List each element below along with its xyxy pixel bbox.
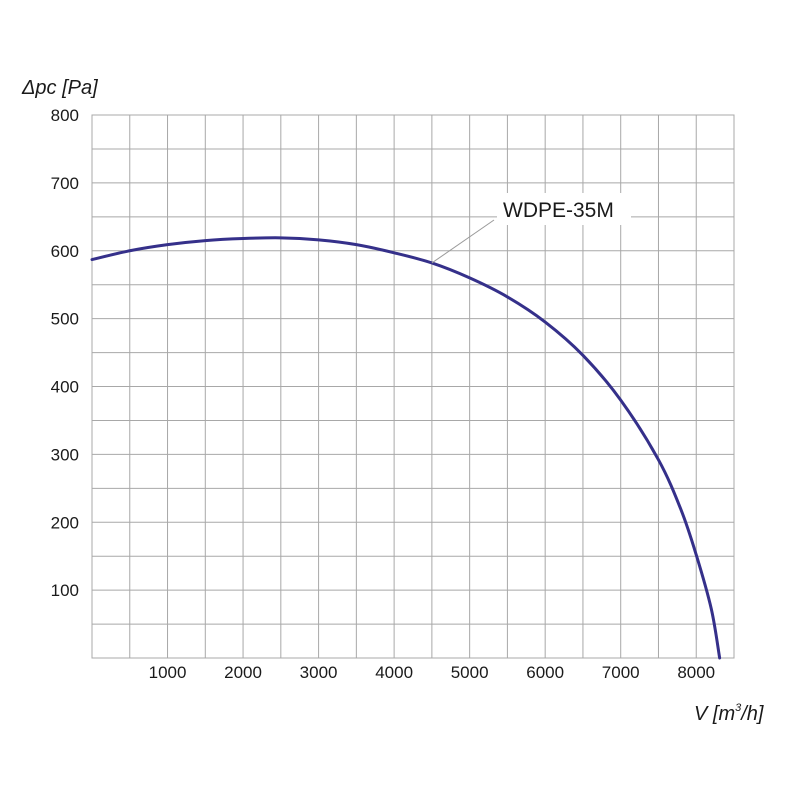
y-tick-label: 200	[51, 513, 79, 532]
y-tick-label: 700	[51, 174, 79, 193]
annotation-leader-line	[431, 219, 495, 264]
annotation-layer: WDPE-35M	[431, 193, 631, 264]
x-tick-label: 5000	[451, 663, 489, 682]
x-axis-label-sup: 3	[735, 702, 742, 714]
x-tick-label: 8000	[677, 663, 715, 682]
y-tick-label: 400	[51, 378, 79, 397]
x-tick-label: 1000	[149, 663, 187, 682]
grid	[92, 115, 734, 658]
plot-frame	[91, 114, 735, 659]
x-axis-label-main: V [m	[694, 703, 735, 725]
y-tick-label: 100	[51, 581, 79, 600]
y-axis-label: Δpc [Pa]	[21, 77, 98, 99]
series-label: WDPE-35M	[503, 199, 614, 222]
x-tick-label: 7000	[602, 663, 640, 682]
x-axis-ticks: 1000 2000 3000 4000 5000 6000 7000 8000	[149, 663, 716, 682]
y-tick-label: 500	[51, 310, 79, 329]
y-axis-ticks: 100 200 300 400 500 600 700 800	[51, 106, 79, 600]
x-axis-label: V [m3/h]	[694, 702, 764, 725]
y-tick-label: 600	[51, 242, 79, 261]
x-axis-label-tail: /h]	[739, 703, 764, 725]
annotation-background	[497, 193, 631, 225]
x-tick-label: 3000	[300, 663, 338, 682]
x-tick-label: 4000	[375, 663, 413, 682]
y-tick-label: 800	[51, 106, 79, 125]
x-tick-label: 2000	[224, 663, 262, 682]
series-line	[90, 236, 722, 660]
series-layer	[90, 236, 722, 660]
x-tick-label: 6000	[526, 663, 564, 682]
y-tick-label: 300	[51, 445, 79, 464]
